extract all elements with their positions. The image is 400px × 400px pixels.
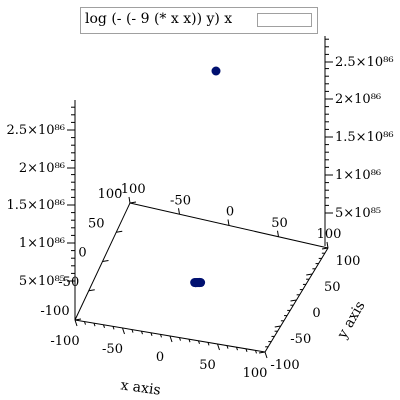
z-right-tick-label: 2.5×10⁸⁶ xyxy=(335,55,394,70)
y-tick-mark xyxy=(306,273,313,276)
x-tick-mark xyxy=(122,327,125,335)
back-x-tick-mark xyxy=(178,208,180,215)
x-tick-label: -50 xyxy=(102,342,123,357)
x-tick-label: 100 xyxy=(243,366,268,381)
y-tick-label: -100 xyxy=(270,358,299,373)
back-x-tick-mark xyxy=(326,241,329,249)
back-y-tick-mark xyxy=(102,260,109,262)
x-minor-tick xyxy=(207,342,210,346)
y-tick-mark xyxy=(321,247,329,250)
back-x-tick-label: 100 xyxy=(317,227,342,242)
y-tick-mark xyxy=(290,299,297,302)
back-y-tick-label: -100 xyxy=(40,304,69,319)
x-tick-label: -100 xyxy=(50,334,79,349)
legend-label: log (- (- 9 (* x x)) y) x xyxy=(85,11,233,27)
x-minor-tick xyxy=(255,350,257,354)
x-minor-tick xyxy=(112,326,115,330)
y-tick-label: 50 xyxy=(324,280,341,295)
data-point xyxy=(190,278,200,288)
back-x-tick-label: -50 xyxy=(170,193,191,208)
legend-box: log (- (- 9 (* x x)) y) x xyxy=(80,7,318,34)
z-right-tick-label: 1.5×10⁸⁶ xyxy=(335,130,394,145)
x-minor-tick xyxy=(198,340,200,344)
x-tick-mark xyxy=(74,319,78,327)
z-left-tick-label: 1.5×10⁸⁶ xyxy=(6,198,65,213)
x-tick-mark xyxy=(264,351,268,359)
z-right-tick-label: 5×10⁸⁵ xyxy=(335,206,381,221)
x-minor-tick xyxy=(93,323,96,327)
z-right-tick-label: 2×10⁸⁶ xyxy=(335,92,381,107)
back-y-tick-mark xyxy=(129,201,137,204)
back-y-tick-mark xyxy=(116,230,123,233)
x-minor-tick xyxy=(103,324,105,328)
x-tick-mark xyxy=(169,335,173,343)
y-tick-label: 100 xyxy=(336,254,361,269)
z-left-tick-label: 5×10⁸⁵ xyxy=(19,274,65,289)
x-minor-tick xyxy=(226,345,229,349)
z-left-tick-label: 2×10⁸⁶ xyxy=(19,161,65,176)
x-tick-label: 0 xyxy=(156,350,164,365)
back-y-tick-mark xyxy=(88,289,95,292)
x-tick-label: 50 xyxy=(199,358,216,373)
x-minor-tick xyxy=(245,348,248,352)
back-x-tick-label: -100 xyxy=(116,182,145,197)
legend-swatch xyxy=(257,13,312,27)
y-tick-label: -50 xyxy=(290,332,311,347)
x-minor-tick xyxy=(236,347,238,351)
back-y-tick-label: 0 xyxy=(78,246,86,261)
x-minor-tick xyxy=(131,329,134,333)
x-minor-tick xyxy=(188,339,191,343)
z-right-tick-label: 1×10⁸⁶ xyxy=(335,168,381,183)
x-minor-tick xyxy=(84,321,86,325)
x-minor-tick xyxy=(150,332,153,336)
y-axis-title: y axis xyxy=(334,299,368,343)
z-left-tick-label: 1×10⁸⁶ xyxy=(19,236,65,251)
back-y-tick-label: 50 xyxy=(88,216,105,231)
z-left-tick-label: 2.5×10⁸⁶ xyxy=(6,123,65,138)
x-tick-mark xyxy=(217,343,220,351)
back-x-tick-mark xyxy=(128,196,131,204)
x-axis-title: x axis xyxy=(120,377,162,398)
x-minor-tick xyxy=(179,337,181,341)
back-y-tick-label: -50 xyxy=(58,275,79,290)
x-minor-tick xyxy=(141,331,143,335)
back-x-tick-label: 0 xyxy=(226,205,234,220)
back-y-tick-mark xyxy=(74,318,82,321)
back-x-tick-mark xyxy=(277,230,279,237)
x-minor-tick xyxy=(160,334,162,338)
back-y-tick-label: 100 xyxy=(98,187,123,202)
points-group xyxy=(190,66,221,288)
y-tick-mark xyxy=(258,351,266,354)
data-point xyxy=(211,66,221,76)
back-x-tick-label: 50 xyxy=(271,216,288,231)
back-x-tick-mark xyxy=(227,219,230,226)
y-tick-mark xyxy=(274,325,281,328)
y-tick-label: 0 xyxy=(312,306,320,321)
